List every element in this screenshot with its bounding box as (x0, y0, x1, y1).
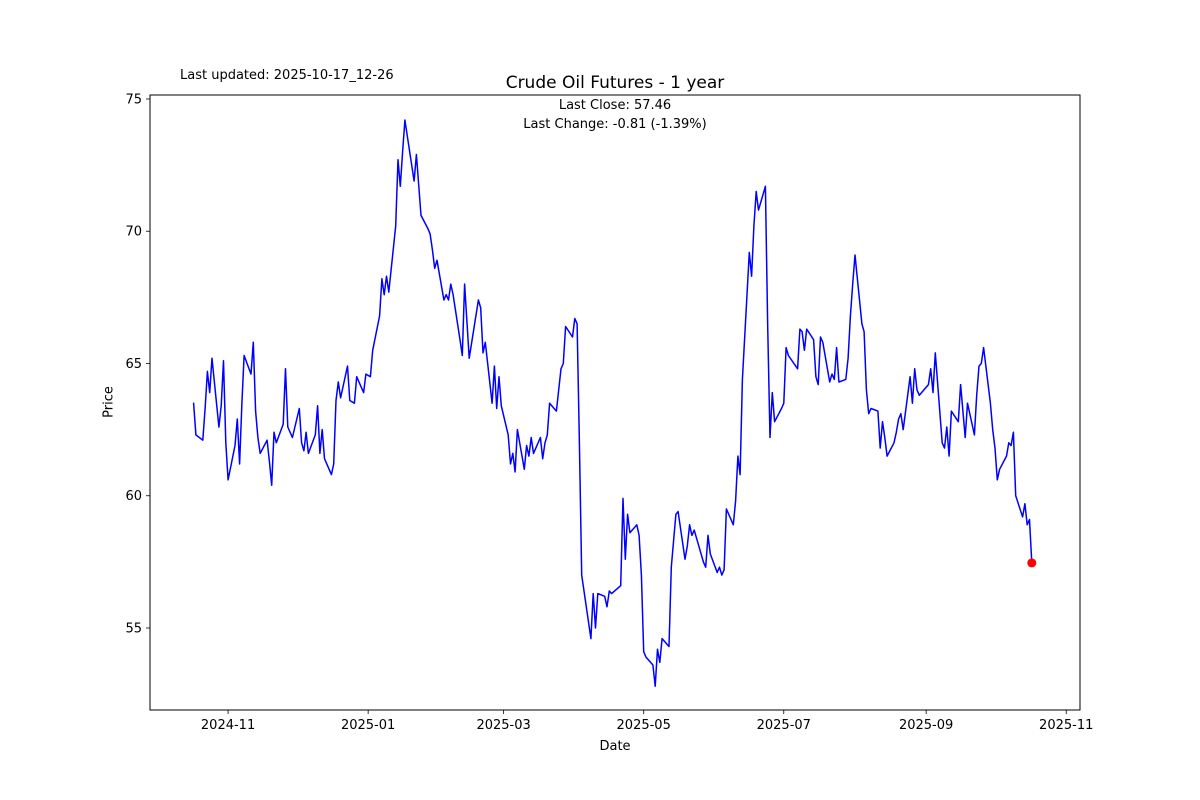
x-tick-label: 2025-03 (476, 718, 530, 733)
x-tick-label: 2025-07 (757, 718, 811, 733)
chart-title: Crude Oil Futures - 1 year (505, 73, 725, 93)
y-tick-label: 60 (125, 489, 142, 504)
last-close-text: Last Close: 57.46 (558, 98, 672, 113)
plot-border (149, 94, 1081, 711)
y-tick-label: 65 (125, 357, 142, 372)
last-point-marker (1027, 558, 1037, 568)
x-tick-label: 2025-05 (617, 718, 671, 733)
x-tick-label: 2024-11 (201, 718, 255, 733)
x-tick-label: 2025-09 (899, 718, 953, 733)
last-change-text: Last Change: -0.81 (-1.39%) (523, 117, 707, 132)
x-axis-label: Date (599, 739, 631, 754)
price-line (192, 119, 1033, 687)
y-tick-label: 55 (125, 622, 142, 637)
x-tick-label: 2025-01 (341, 718, 395, 733)
last-updated-text: Last updated: 2025-10-17_12-26 (180, 68, 394, 83)
y-axis-label: Price (101, 386, 117, 418)
x-tick-label: 2025-11 (1039, 718, 1093, 733)
y-tick-label: 75 (125, 92, 142, 107)
y-tick-label: 70 (125, 225, 142, 240)
